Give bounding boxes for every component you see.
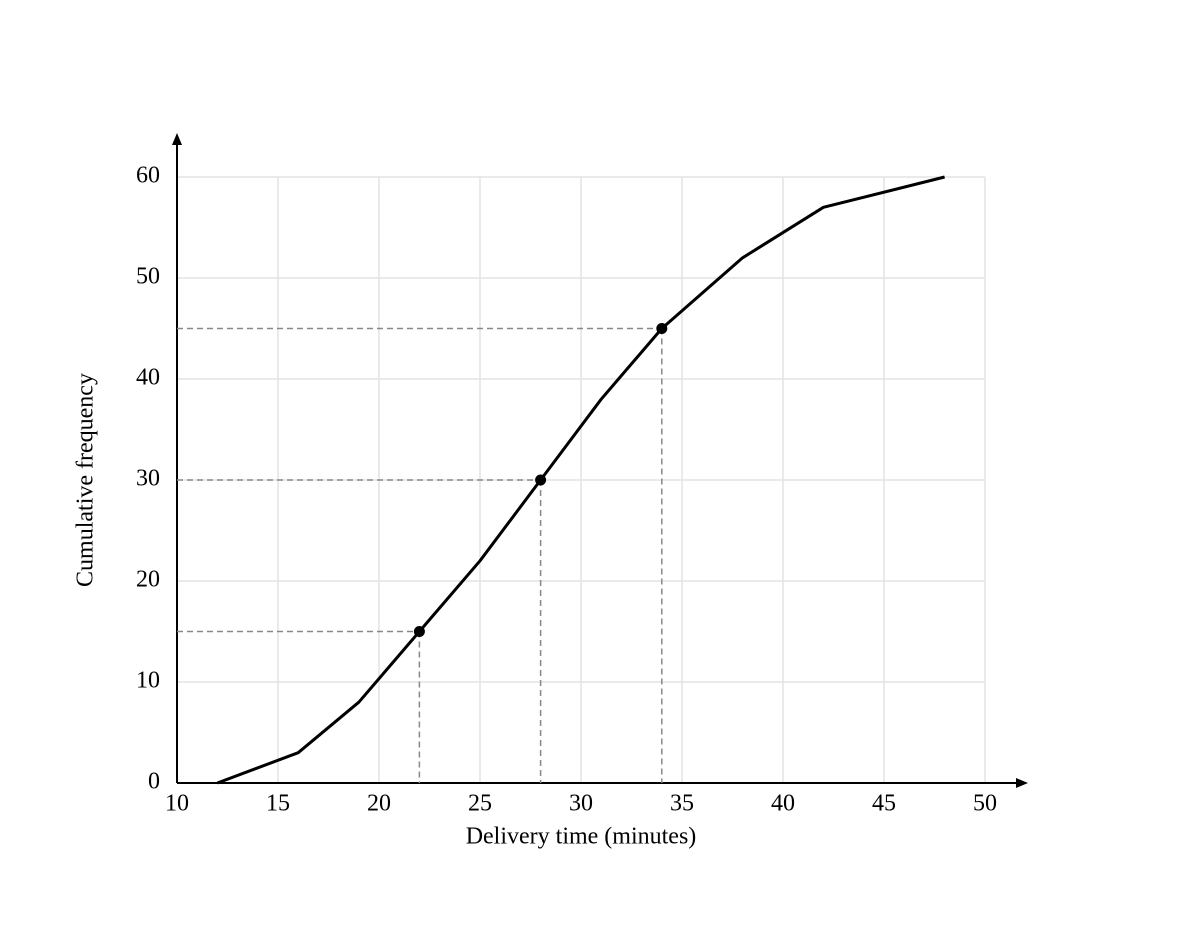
y-tick-label: 20 [136, 567, 160, 593]
x-tick-label: 35 [670, 791, 694, 817]
x-tick-label: 15 [266, 791, 290, 817]
x-axis-arrow [1016, 778, 1028, 788]
x-tick-label: 45 [872, 791, 896, 817]
axes [172, 133, 1028, 788]
x-tick-label: 30 [569, 791, 593, 817]
y-tick-label: 40 [136, 365, 160, 391]
y-tick-label: 10 [136, 668, 160, 694]
y-axis-label: Cumulative frequency [73, 373, 99, 587]
x-tick-label: 25 [468, 791, 492, 817]
x-tick-label: 50 [973, 791, 997, 817]
y-axis-arrow [172, 133, 182, 145]
x-axis-label: Delivery time (minutes) [466, 824, 697, 850]
x-tick-label: 20 [367, 791, 391, 817]
marker [535, 474, 547, 486]
x-tick-label: 40 [771, 791, 795, 817]
y-tick-label: 60 [136, 163, 160, 189]
marker [413, 626, 425, 637]
x-tick-label: 10 [165, 791, 189, 817]
y-tick-label: 50 [136, 264, 160, 290]
y-tick-label: 0 [148, 769, 160, 795]
marker [656, 323, 668, 334]
y-tick-label: 30 [136, 466, 160, 492]
